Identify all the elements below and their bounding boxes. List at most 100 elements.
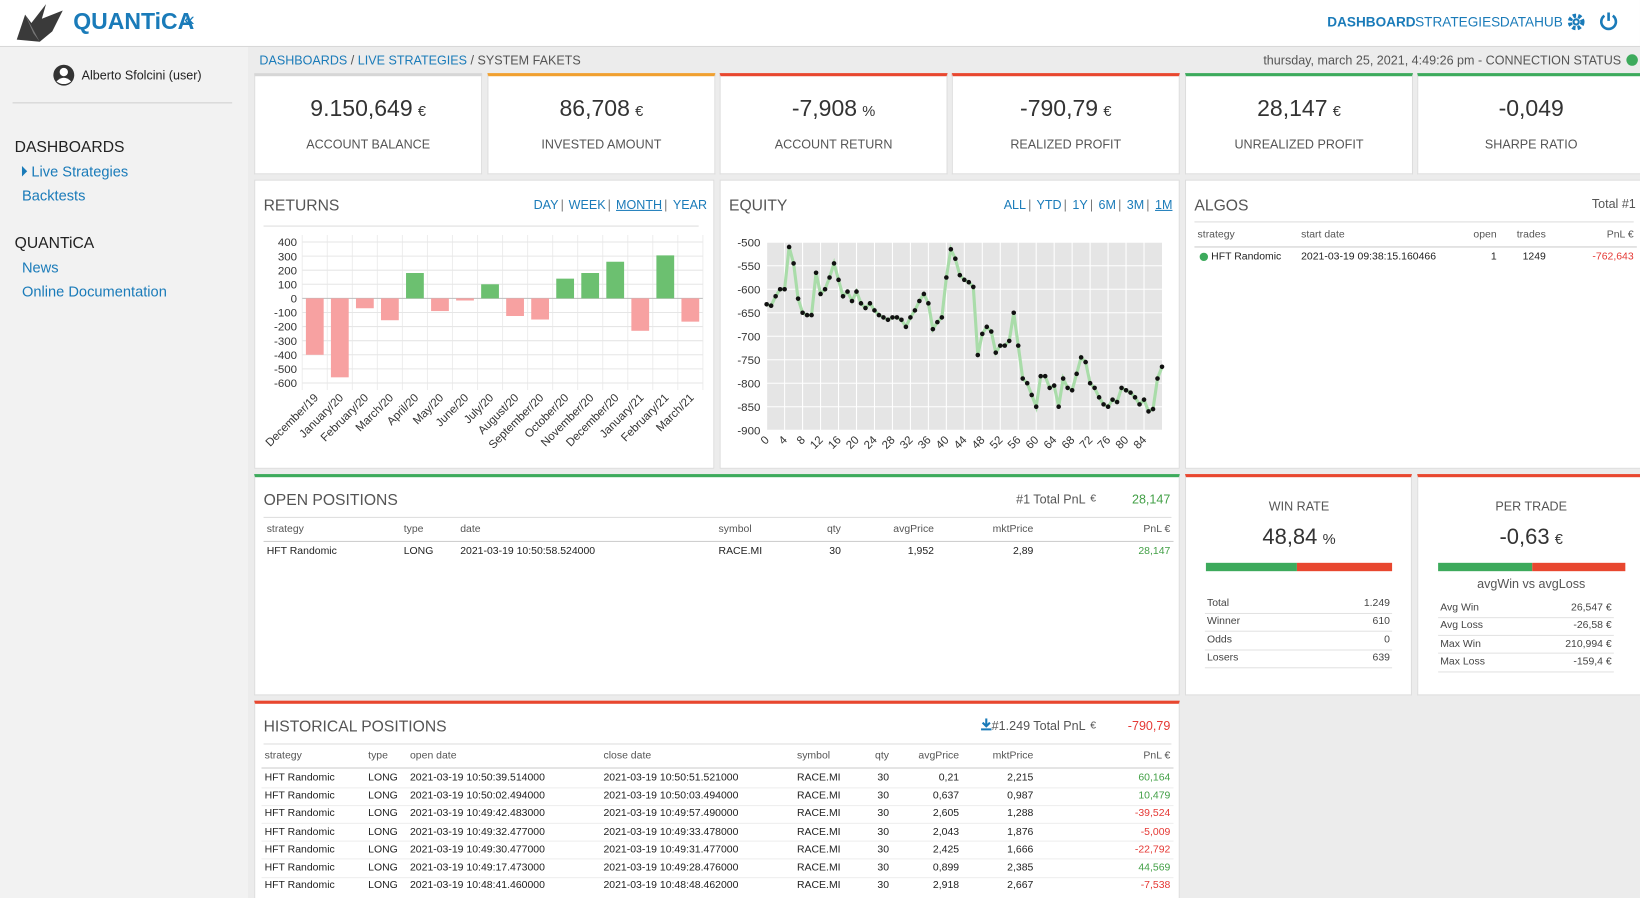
period-link[interactable]: YEAR [672, 197, 708, 212]
table-cell: 30 [877, 844, 890, 856]
sidebar-link[interactable]: Online Documentation [21, 282, 167, 300]
stat-label: Total [1206, 597, 1230, 610]
column-header: open date [409, 750, 457, 762]
kpi-card [254, 73, 483, 175]
breadcrumb-item[interactable]: DASHBOARDS [259, 53, 348, 68]
column-header: symbol [796, 750, 831, 762]
table-cell: 0,899 [932, 861, 960, 874]
kpi-unit: € [417, 102, 427, 120]
table-cell: LONG [368, 879, 398, 892]
period-link[interactable]: WEEK [568, 197, 606, 212]
separator [1438, 670, 1614, 672]
kpi-number: -790,79 [1020, 95, 1099, 122]
total-label: #1 Total PnL [1016, 491, 1086, 507]
period-link[interactable]: MONTH [616, 197, 663, 212]
separator [261, 822, 1174, 824]
card-number: 48,84 [1262, 525, 1318, 550]
kpi-number: -0,049 [1498, 95, 1564, 122]
table-cell: 28,147 [1138, 545, 1171, 558]
column-header: open [1473, 229, 1497, 241]
kpi-number: 28,147 [1257, 95, 1328, 122]
separator [261, 786, 1174, 788]
table-cell: 60,164 [1138, 772, 1171, 784]
panel-title: HISTORICAL POSITIONS [263, 717, 447, 736]
table-cell: 2,425 [932, 844, 960, 856]
table-cell: LONG [403, 545, 434, 558]
column-header: avgPrice [893, 523, 934, 536]
table-cell: -22,792 [1134, 844, 1171, 856]
period-link[interactable]: 1M [1155, 197, 1173, 212]
period-link[interactable]: 3M [1126, 197, 1145, 212]
power-icon[interactable] [1598, 10, 1619, 31]
table-cell: -7,538 [1140, 879, 1171, 892]
breadcrumb-item: SYSTEM FAKETS [477, 53, 581, 68]
total-value: -790,79 [1127, 718, 1171, 734]
table-cell: 44,569 [1138, 861, 1171, 874]
table-cell: HFT Randomic [264, 808, 335, 820]
status-text: thursday, march 25, 2021, 4:49:26 pm - C… [1263, 53, 1622, 68]
table-cell: RACE.MI [796, 808, 841, 820]
table-cell: 1,666 [1007, 844, 1034, 856]
table-cell: 2021-03-19 10:49:57.490000 [603, 808, 739, 820]
nav-link[interactable]: DATAHUB [1499, 14, 1563, 30]
period-link[interactable]: 6M [1098, 197, 1116, 212]
separator [1194, 246, 1637, 248]
table-cell: 2,605 [932, 808, 960, 820]
period-link[interactable]: ALL [1003, 197, 1027, 212]
ratio-bar-win [1438, 562, 1533, 572]
download-icon[interactable] [980, 718, 993, 731]
period-link[interactable]: DAY [533, 197, 559, 212]
column-header: qty [826, 523, 841, 536]
stat-value: 26,547 € [1571, 601, 1612, 614]
table-cell: 0,637 [932, 790, 960, 802]
period-sep: | [1063, 197, 1067, 212]
kpi-value: 28,147 € [1257, 95, 1341, 122]
sidebar-link[interactable]: Backtests [21, 186, 86, 204]
kpi-label: ACCOUNT RETURN [774, 136, 893, 152]
settings-icon[interactable] [1566, 11, 1587, 32]
separator [1194, 221, 1634, 223]
card-value: -0,63 € [1499, 525, 1562, 550]
separator [263, 516, 1172, 518]
table-cell: 2021-03-19 10:49:17.473000 [409, 861, 545, 874]
stat-label: Losers [1206, 652, 1239, 664]
table-cell: 30 [877, 879, 890, 892]
table-cell: HFT Randomic [266, 545, 337, 558]
collapse-button[interactable]: « [184, 8, 195, 30]
panel-title: OPEN POSITIONS [263, 491, 398, 510]
panel-title: EQUITY [728, 196, 788, 215]
table-cell: HFT Randomic [264, 772, 335, 784]
sidebar-link[interactable]: Live Strategies [31, 162, 129, 180]
table-cell: LONG [368, 772, 398, 784]
column-header: date [460, 523, 481, 536]
period-link[interactable]: 1Y [1072, 197, 1088, 212]
separator [261, 767, 1174, 769]
period-link[interactable]: YTD [1036, 197, 1062, 212]
breadcrumb-item[interactable]: LIVE STRATEGIES [357, 53, 468, 68]
table-cell: RACE.MI [796, 861, 841, 874]
table-cell: RACE.MI [718, 545, 763, 558]
kpi-label: SHARPE RATIO [1484, 136, 1578, 152]
table-cell: LONG [368, 844, 398, 856]
sidebar-link[interactable]: News [21, 258, 59, 276]
column-header: strategy [1197, 229, 1235, 241]
nav-link[interactable]: STRATEGIES [1415, 14, 1501, 30]
period-sep: | [1118, 197, 1122, 212]
user-icon [53, 64, 75, 86]
table-cell: 2021-03-19 10:50:03.494000 [603, 790, 739, 802]
column-header: trades [1516, 229, 1546, 241]
table-cell: LONG [368, 808, 398, 820]
kpi-card [487, 73, 716, 175]
column-header: mktPrice [992, 750, 1034, 762]
kpi-card [1417, 73, 1640, 175]
kpi-label: UNREALIZED PROFIT [1234, 136, 1364, 152]
table-cell: 2021-03-19 10:49:33.478000 [603, 826, 739, 838]
separator [1438, 616, 1614, 618]
kpi-number: 86,708 [559, 95, 630, 122]
stat-value: 0 [1384, 634, 1391, 646]
separator [261, 840, 1174, 842]
separator [1438, 634, 1614, 636]
table-cell: 1,876 [1007, 826, 1034, 838]
nav-link[interactable]: DASHBOARD [1327, 14, 1416, 30]
